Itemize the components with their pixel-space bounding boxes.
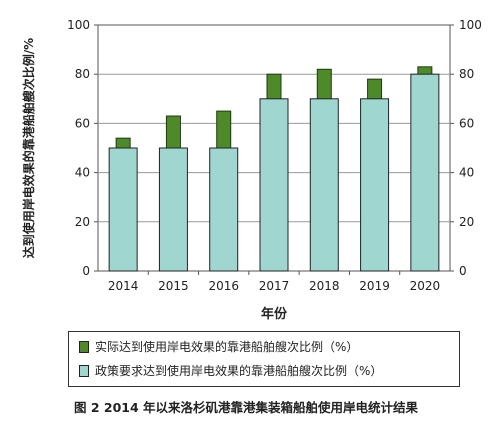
bars (108, 66, 440, 272)
x-axis-label: 年份 (261, 306, 288, 322)
y-tick-label-left: 60 (75, 116, 90, 130)
bar-policy-2016 (209, 147, 239, 272)
y-tick-label-left: 20 (75, 215, 90, 229)
bar-policy-2015 (158, 147, 188, 272)
y-tick-label-right: 0 (459, 264, 467, 278)
x-tick-label-2014: 2014 (108, 279, 139, 293)
figure-caption: 图 2 2014 年以来洛杉矶港靠港集装箱船舶使用岸电统计结果 (73, 400, 419, 415)
bar-policy-2018 (309, 98, 339, 272)
legend-swatch-actual (79, 340, 89, 353)
y-tick-label-left: 80 (75, 67, 90, 81)
x-tick-label-2019: 2019 (359, 279, 390, 293)
bar-policy-2017 (259, 98, 289, 272)
y-axis-left: 0 20 40 60 80 100 (67, 18, 98, 278)
legend-item-actual: 实际达到使用岸电效果的靠港船舶艘次比例（%） (79, 338, 358, 355)
y-tick-label-right: 40 (459, 166, 474, 180)
x-tick-label-2015: 2015 (158, 279, 189, 293)
x-axis: 2014 2015 2016 2017 2018 2019 2020 (108, 271, 440, 293)
y-axis-right: 0 20 40 60 80 100 (450, 18, 482, 278)
x-tick-label-2020: 2020 (410, 279, 441, 293)
y-tick-label-left: 100 (67, 18, 90, 32)
bar-policy-2019 (360, 98, 390, 272)
y-tick-label-right: 80 (459, 67, 474, 81)
x-tick-label-2017: 2017 (259, 279, 290, 293)
y-axis-label: 达到使用岸电效果的靠港船舶艘次比例/% (21, 38, 36, 258)
y-tick-label-right: 20 (459, 215, 474, 229)
y-tick-label-right: 60 (459, 116, 474, 130)
legend-item-policy: 政策要求达到使用岸电效果的靠港船舶艘次比例（%） (79, 362, 382, 379)
y-tick-label-right: 100 (459, 18, 482, 32)
y-tick-label-left: 0 (82, 264, 90, 278)
legend-label-policy: 政策要求达到使用岸电效果的靠港船舶艘次比例（%） (95, 364, 383, 378)
legend: 实际达到使用岸电效果的靠港船舶艘次比例（%） 政策要求达到使用岸电效果的靠港船舶… (68, 331, 460, 387)
y-tick-label-left: 40 (75, 166, 90, 180)
legend-swatch-policy (79, 364, 89, 377)
bar-policy-2014 (108, 147, 138, 272)
x-tick-label-2016: 2016 (208, 279, 239, 293)
x-tick-label-2018: 2018 (309, 279, 340, 293)
bar-policy-2020 (410, 73, 440, 272)
legend-label-actual: 实际达到使用岸电效果的靠港船舶艘次比例（%） (95, 340, 359, 354)
